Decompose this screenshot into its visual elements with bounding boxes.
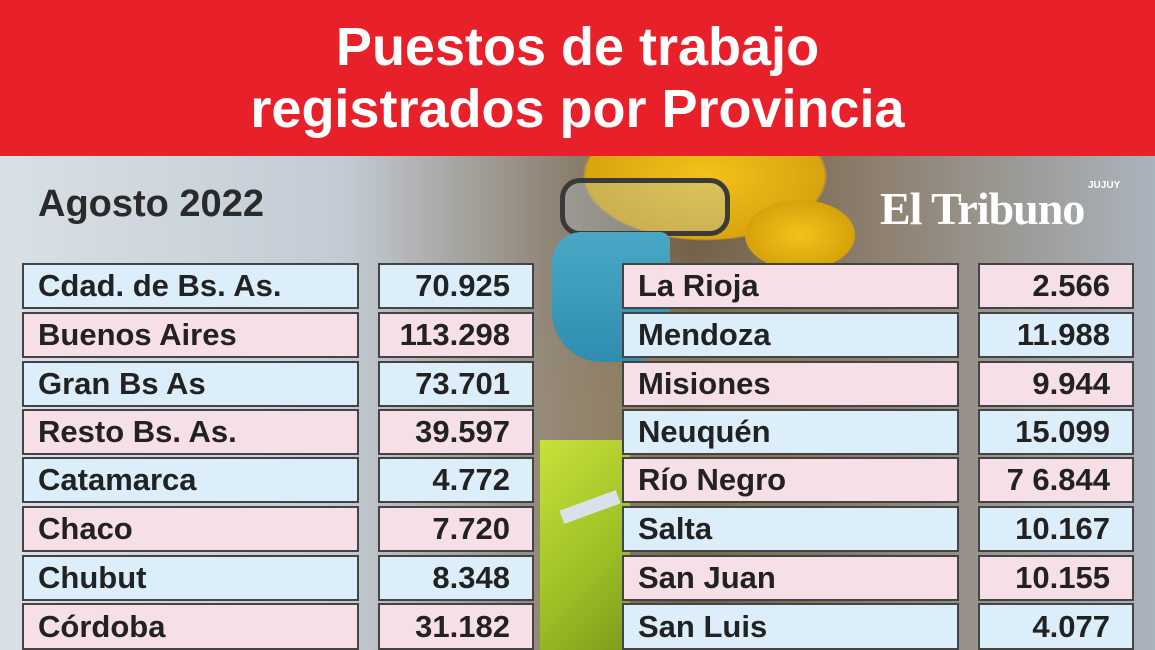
header-banner: Puestos de trabajo registrados por Provi… [0, 0, 1155, 156]
jobs-value: 4.772 [378, 457, 534, 503]
province-name: Salta [622, 506, 959, 552]
province-name: Chubut [22, 555, 359, 601]
jobs-value: 2.566 [978, 263, 1134, 309]
earmuff-image [745, 200, 855, 270]
province-name: Catamarca [22, 457, 359, 503]
province-name: Resto Bs. As. [22, 409, 359, 455]
jobs-value: 10.167 [978, 506, 1134, 552]
province-name: Misiones [622, 361, 959, 407]
title-line-1: Puestos de trabajo [335, 17, 820, 77]
brand-edition: JUJUY [1088, 180, 1121, 191]
jobs-value: 4.077 [978, 603, 1134, 650]
safety-glasses-image [560, 178, 730, 236]
jobs-value: 9.944 [978, 361, 1134, 407]
jobs-value: 7 6.844 [978, 457, 1134, 503]
jobs-value: 31.182 [378, 603, 534, 650]
brand-logo: El Tribuno [880, 183, 1085, 234]
jobs-value: 11.988 [978, 312, 1134, 358]
jobs-value: 10.155 [978, 555, 1134, 601]
province-name: Neuquén [622, 409, 959, 455]
province-name: San Juan [622, 555, 959, 601]
jobs-value: 39.597 [378, 409, 534, 455]
province-name: Gran Bs As [22, 361, 359, 407]
province-name: Cdad. de Bs. As. [22, 263, 359, 309]
safety-vest-image [540, 440, 630, 650]
jobs-value: 73.701 [378, 361, 534, 407]
province-name: Córdoba [22, 603, 359, 650]
province-name: San Luis [622, 603, 959, 650]
province-name: Chaco [22, 506, 359, 552]
province-name: La Rioja [622, 263, 959, 309]
province-name: Mendoza [622, 312, 959, 358]
period-label: Agosto 2022 [38, 183, 264, 225]
jobs-value: 15.099 [978, 409, 1134, 455]
title-line-2: registrados por Provincia [250, 79, 905, 139]
jobs-value: 7.720 [378, 506, 534, 552]
jobs-value: 113.298 [378, 312, 534, 358]
jobs-value: 70.925 [378, 263, 534, 309]
jobs-value: 8.348 [378, 555, 534, 601]
province-name: Río Negro [622, 457, 959, 503]
province-name: Buenos Aires [22, 312, 359, 358]
